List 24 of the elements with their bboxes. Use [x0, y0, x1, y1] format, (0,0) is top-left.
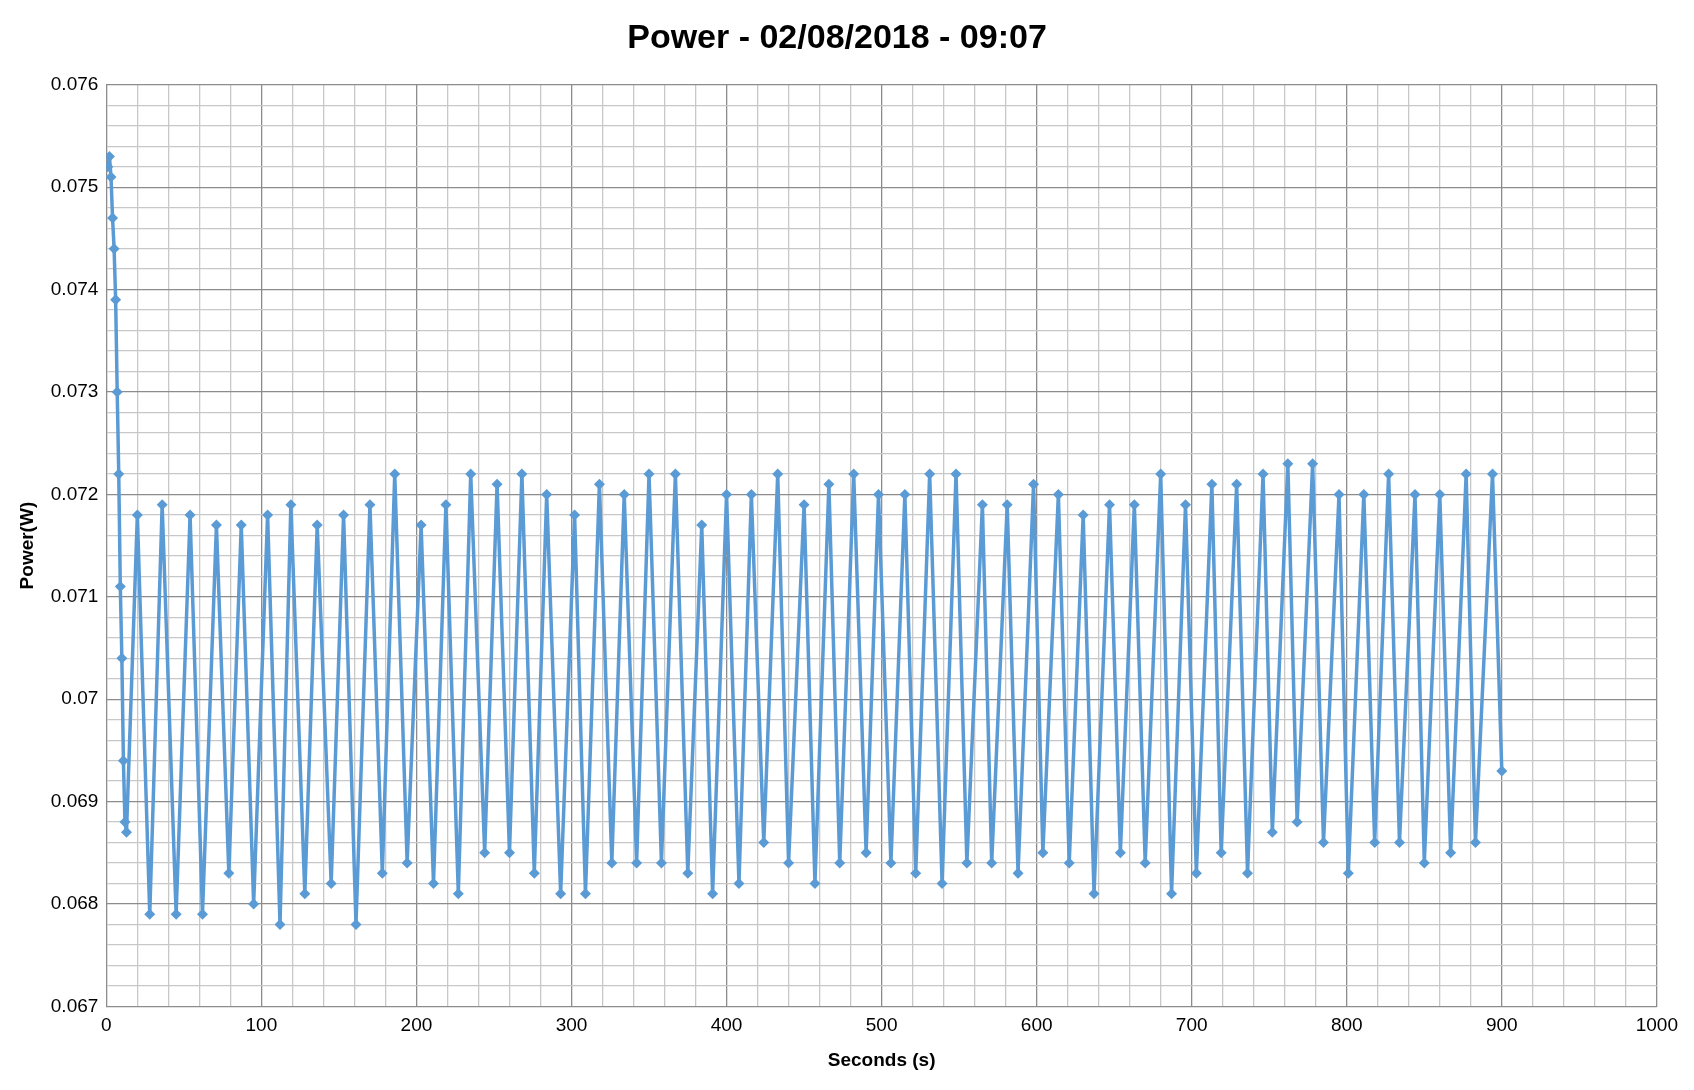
y-tick-label: 0.067 — [50, 994, 99, 1016]
chart-title: Power - 02/08/2018 - 09:07 — [627, 16, 1047, 55]
y-tick-label: 0.071 — [50, 585, 99, 607]
y-tick-label: 0.068 — [50, 892, 99, 914]
x-tick-label: 900 — [1485, 1014, 1518, 1036]
x-tick-label: 800 — [1330, 1014, 1363, 1036]
y-axis-title: Power(W) — [15, 501, 37, 590]
x-tick-label: 700 — [1175, 1014, 1208, 1036]
x-tick-label: 400 — [710, 1014, 743, 1036]
x-tick-label: 300 — [555, 1014, 588, 1036]
y-tick-label: 0.075 — [50, 175, 99, 197]
y-tick-label: 0.074 — [50, 277, 99, 299]
x-tick-label: 600 — [1020, 1014, 1053, 1036]
y-tick-label: 0.076 — [50, 73, 99, 95]
x-tick-label: 200 — [400, 1014, 433, 1036]
y-tick-label: 0.07 — [61, 687, 99, 709]
y-tick-label: 0.073 — [50, 380, 99, 402]
x-tick-label: 500 — [865, 1014, 898, 1036]
x-axis-title: Seconds (s) — [827, 1048, 936, 1070]
x-tick-label: 1000 — [1635, 1014, 1679, 1036]
x-tick-label: 100 — [245, 1014, 278, 1036]
y-tick-label: 0.072 — [50, 482, 99, 504]
x-tick-label: 0 — [101, 1014, 112, 1036]
y-tick-label: 0.069 — [50, 789, 99, 811]
